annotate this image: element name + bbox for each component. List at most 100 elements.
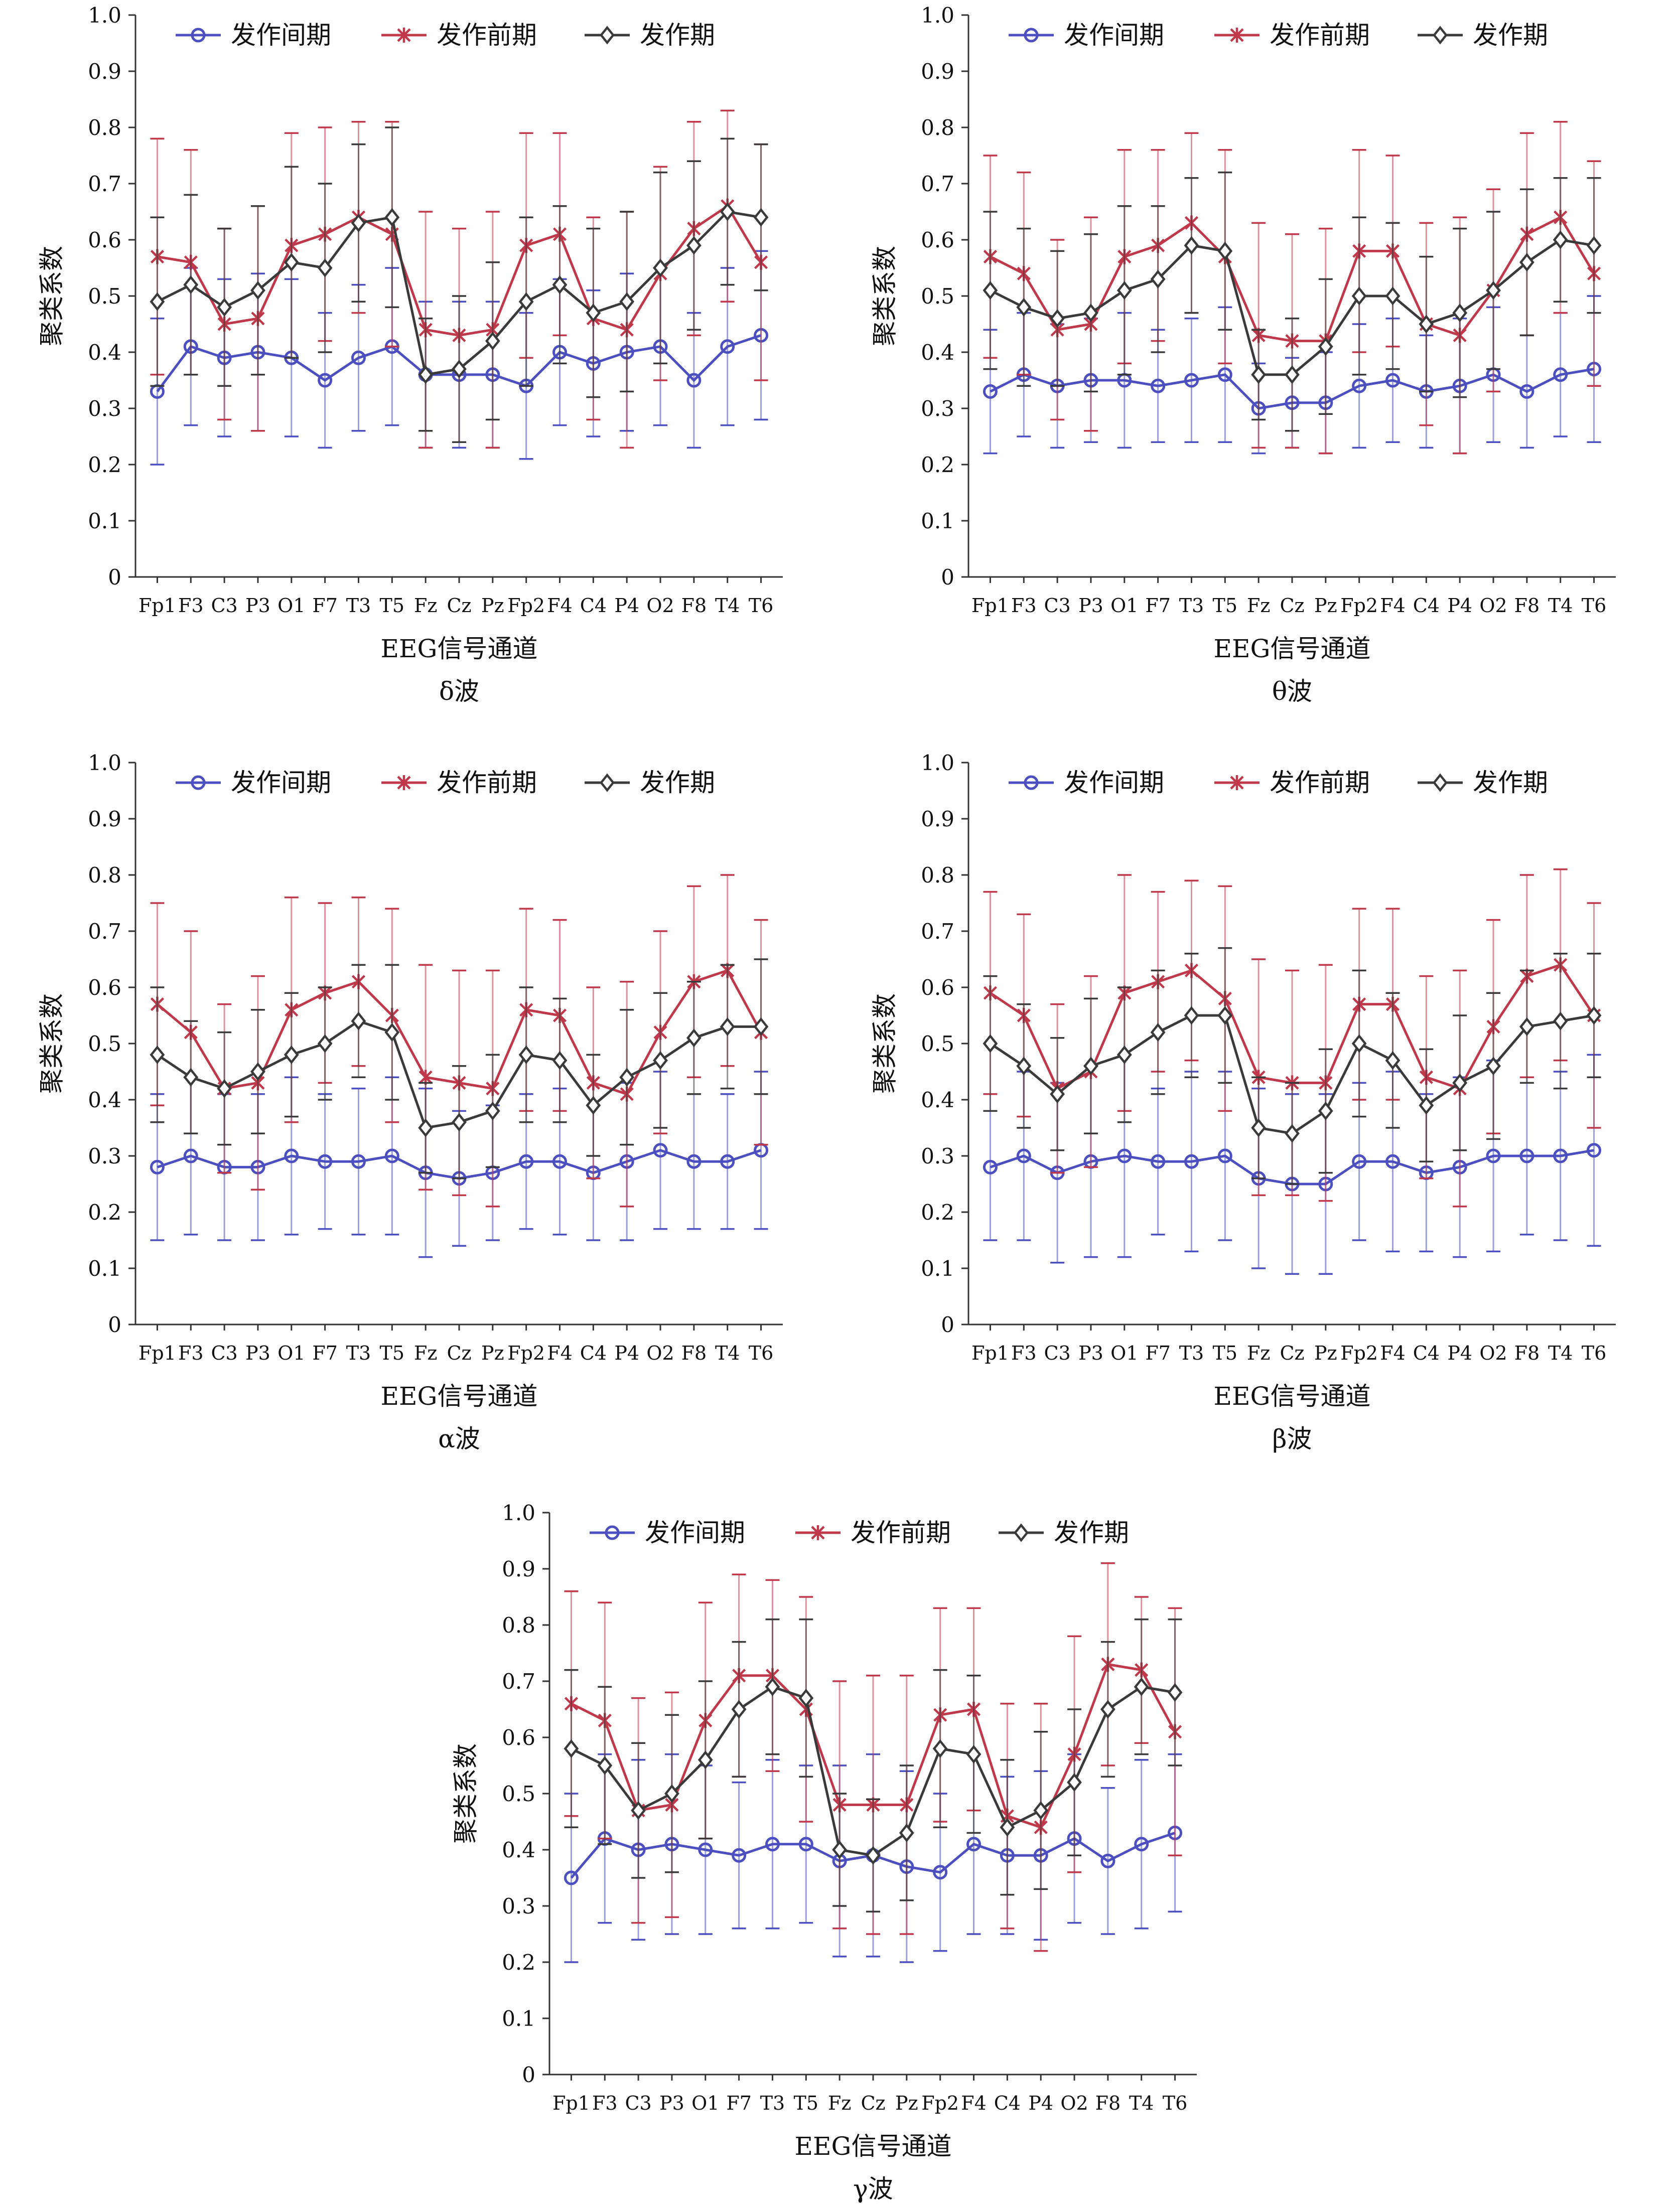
x-tick-label: C4 xyxy=(580,595,607,617)
data-point xyxy=(183,275,199,294)
data-point xyxy=(1184,373,1199,388)
data-point xyxy=(183,1068,199,1087)
y-tick-label: 0.3 xyxy=(921,1144,954,1168)
chart-theta: 0 0.1 0.2 0.3 0.4 0.5 0.6 0.7 0.8 0.9 1.0 Fp1 F3 C3 P3… xyxy=(863,0,1646,719)
data-point xyxy=(1586,1006,1602,1025)
x-tick-label: C3 xyxy=(1044,1342,1070,1364)
y-tick-label: 0.3 xyxy=(921,396,954,421)
data-point xyxy=(720,1154,735,1169)
x-tick-label: F3 xyxy=(592,2092,618,2114)
x-tick-label: T4 xyxy=(1548,595,1573,617)
y-tick-label: 0 xyxy=(941,565,954,589)
y-tick-label: 0.3 xyxy=(88,1144,121,1168)
data-point xyxy=(217,1079,232,1098)
data-point xyxy=(1167,1683,1183,1702)
x-axis-title: EEG信号通道 xyxy=(381,1382,538,1411)
data-point xyxy=(1217,367,1232,382)
x-tick-label: O1 xyxy=(1110,595,1138,617)
data-point xyxy=(966,1837,982,1852)
x-tick-label: O1 xyxy=(1110,1342,1138,1364)
data-point xyxy=(1419,1096,1434,1115)
data-point xyxy=(1151,1154,1166,1169)
data-point xyxy=(933,1865,948,1880)
series-2 xyxy=(983,947,1602,1185)
legend-label: 发作前期 xyxy=(851,1518,951,1547)
y-axis-title: 聚类系数 xyxy=(870,993,899,1094)
data-point xyxy=(150,1159,165,1174)
y-tick-label: 0.8 xyxy=(88,115,121,140)
x-tick-label: T4 xyxy=(715,595,740,617)
chart-caption: δ波 xyxy=(439,677,479,706)
y-tick-label: 1.0 xyxy=(921,751,954,775)
data-point xyxy=(1519,1148,1534,1163)
x-tick-label: O1 xyxy=(691,2092,719,2114)
legend-label: 发作期 xyxy=(1054,1518,1129,1547)
x-tick-label: T3 xyxy=(760,2092,785,2114)
x-tick-label: F4 xyxy=(1380,595,1406,617)
x-tick-label: C3 xyxy=(625,2092,651,2114)
x-tick-label: Cz xyxy=(861,2092,885,2114)
y-tick-label: 0.2 xyxy=(502,1950,535,1975)
x-tick-label: F3 xyxy=(1011,595,1037,617)
legend-marker xyxy=(1014,1523,1029,1542)
y-tick-label: 0.3 xyxy=(88,396,121,421)
data-point xyxy=(686,236,702,255)
data-point xyxy=(1486,281,1501,300)
legend-marker xyxy=(811,1525,825,1540)
y-tick-label: 0.2 xyxy=(921,453,954,477)
legend-label: 发作前期 xyxy=(437,768,537,797)
data-point xyxy=(1184,1006,1199,1025)
data-point xyxy=(686,373,702,388)
data-point xyxy=(697,1750,713,1769)
data-point xyxy=(519,1154,534,1169)
x-tick-label: P4 xyxy=(614,1342,639,1364)
y-tick-label: 0.9 xyxy=(921,807,954,831)
x-tick-label: T6 xyxy=(1582,1342,1607,1364)
y-tick-label: 0.9 xyxy=(88,807,121,831)
x-tick-label: F7 xyxy=(1145,595,1171,617)
data-point xyxy=(384,208,400,227)
x-tick-label: Cz xyxy=(1280,595,1304,617)
data-point xyxy=(1116,281,1132,300)
chart-caption: α波 xyxy=(438,1424,480,1453)
data-point xyxy=(1000,1818,1015,1837)
legend-label: 发作期 xyxy=(1473,21,1548,50)
data-point xyxy=(518,292,534,311)
x-tick-label: Fp2 xyxy=(1340,1342,1378,1364)
legend-marker xyxy=(1433,773,1448,792)
x-tick-label: F3 xyxy=(178,1342,204,1364)
data-point xyxy=(485,1101,500,1121)
x-tick-label: Pz xyxy=(1314,1342,1337,1364)
x-tick-label: F7 xyxy=(1145,1342,1171,1364)
legend-label: 发作期 xyxy=(640,768,715,797)
x-tick-label: Fp2 xyxy=(507,1342,545,1364)
legend-marker xyxy=(1433,26,1448,45)
y-tick-label: 0 xyxy=(522,2062,535,2087)
data-point xyxy=(318,373,333,388)
series-2 xyxy=(564,1618,1183,1912)
data-point xyxy=(1150,269,1166,289)
x-tick-label: O2 xyxy=(1479,1342,1507,1364)
data-point xyxy=(564,1739,579,1758)
legend-label: 发作间期 xyxy=(1064,768,1164,797)
x-tick-label: F7 xyxy=(312,1342,338,1364)
x-tick-label: Fp1 xyxy=(552,2092,590,2114)
x-tick-label: F8 xyxy=(1514,595,1540,617)
x-tick-label: Fz xyxy=(414,1342,437,1364)
legend-marker xyxy=(600,26,615,45)
data-point xyxy=(1217,241,1233,261)
data-point xyxy=(597,1756,613,1775)
series-2 xyxy=(150,958,769,1179)
data-point xyxy=(318,1154,333,1169)
y-tick-label: 0.9 xyxy=(502,1557,535,1581)
x-tick-label: T5 xyxy=(1213,1342,1238,1364)
y-tick-label: 0.7 xyxy=(921,919,954,944)
x-tick-label: P3 xyxy=(1078,1342,1103,1364)
chart-delta: 0 0.1 0.2 0.3 0.4 0.5 0.6 0.7 0.8 0.9 1.0 Fp1 F3 C3 P3… xyxy=(30,0,813,719)
x-tick-label: Fp1 xyxy=(971,1342,1009,1364)
data-point xyxy=(1251,365,1267,384)
x-tick-label: F4 xyxy=(961,2092,987,2114)
data-point xyxy=(753,208,769,227)
x-tick-label: C4 xyxy=(994,2092,1021,2114)
x-tick-label: T4 xyxy=(715,1342,740,1364)
